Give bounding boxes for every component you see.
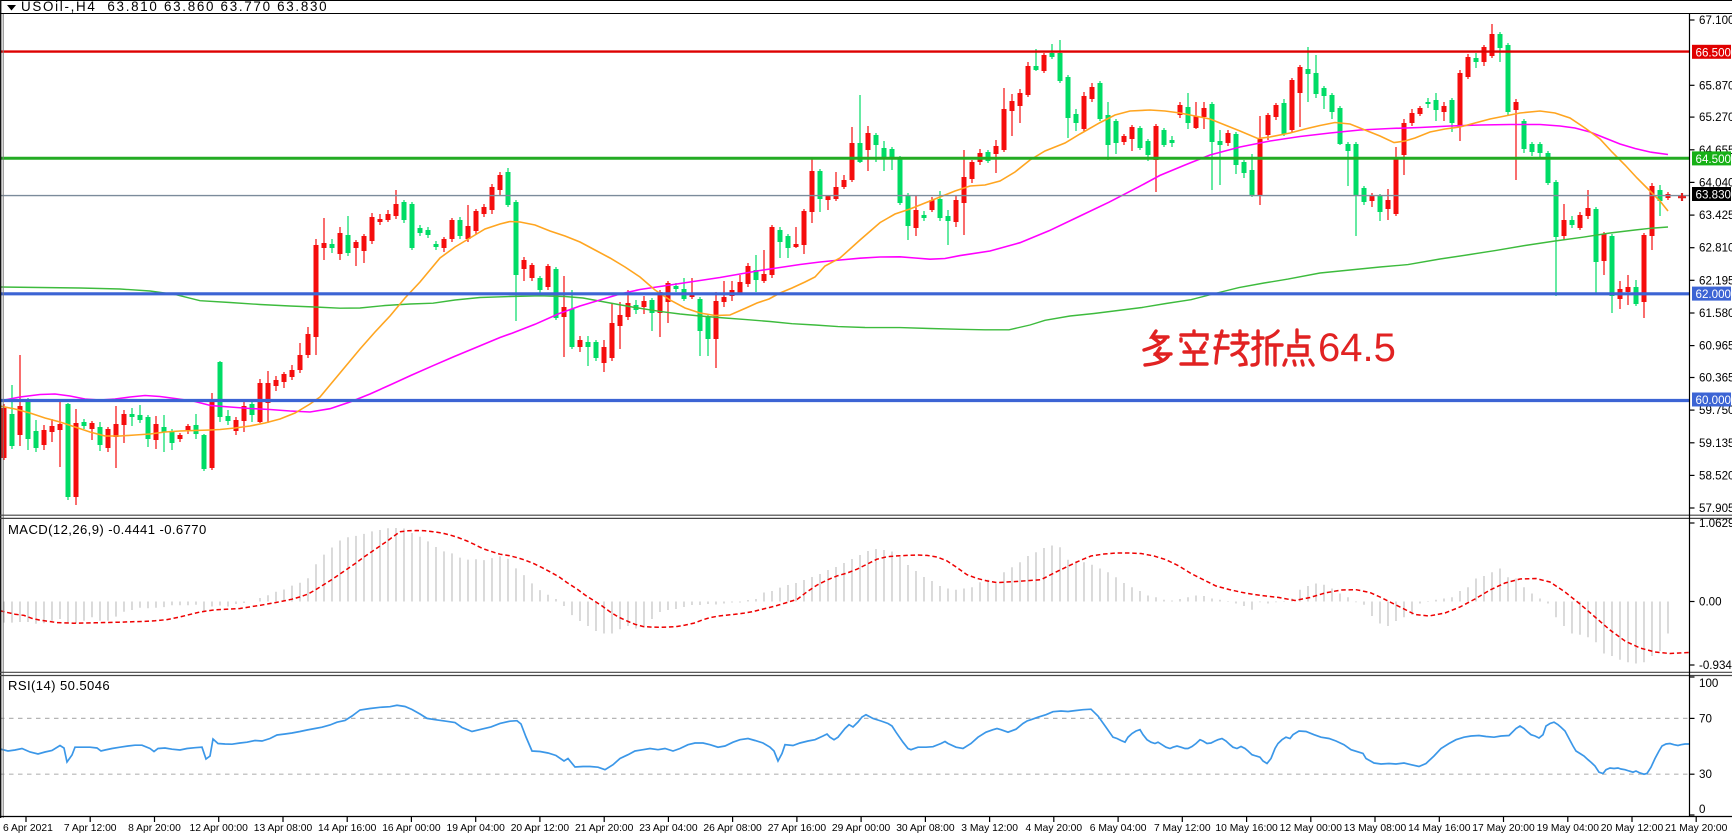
svg-text:57.905: 57.905 [1699, 502, 1732, 515]
svg-text:7 May 12:00: 7 May 12:00 [1154, 823, 1211, 834]
svg-text:58.520: 58.520 [1699, 469, 1732, 482]
svg-text:65.870: 65.870 [1699, 79, 1732, 92]
svg-text:62.810: 62.810 [1699, 242, 1732, 255]
svg-text:60.365: 60.365 [1699, 372, 1732, 385]
svg-text:-0.9347: -0.9347 [1699, 659, 1732, 672]
svg-text:8 Apr 20:00: 8 Apr 20:00 [128, 823, 181, 834]
svg-text:13 Apr 08:00: 13 Apr 08:00 [254, 823, 313, 834]
svg-text:63.830: 63.830 [1696, 189, 1731, 202]
svg-text:100: 100 [1699, 677, 1718, 690]
svg-text:3 May 12:00: 3 May 12:00 [961, 823, 1018, 834]
svg-text:62.195: 62.195 [1699, 274, 1732, 287]
svg-text:20 May 12:00: 20 May 12:00 [1601, 823, 1664, 834]
svg-text:6 May 04:00: 6 May 04:00 [1090, 823, 1147, 834]
svg-text:1.0629: 1.0629 [1699, 517, 1732, 530]
svg-text:64.040: 64.040 [1699, 176, 1732, 189]
svg-text:67.100: 67.100 [1699, 14, 1732, 27]
svg-text:14 May 16:00: 14 May 16:00 [1408, 823, 1471, 834]
svg-text:RSI(14) 50.5046: RSI(14) 50.5046 [8, 678, 110, 693]
svg-text:10 May 16:00: 10 May 16:00 [1215, 823, 1278, 834]
svg-text:0: 0 [1699, 803, 1705, 816]
svg-text:59.135: 59.135 [1699, 437, 1732, 450]
svg-text:65.270: 65.270 [1699, 111, 1732, 124]
svg-text:30 Apr 08:00: 30 Apr 08:00 [896, 823, 955, 834]
svg-text:MACD(12,26,9) -0.4441 -0.6770: MACD(12,26,9) -0.4441 -0.6770 [8, 522, 207, 537]
svg-text:19 Apr 04:00: 19 Apr 04:00 [446, 823, 505, 834]
svg-text:62.000: 62.000 [1696, 288, 1731, 301]
svg-text:17 May 20:00: 17 May 20:00 [1472, 823, 1535, 834]
svg-text:4 May 20:00: 4 May 20:00 [1025, 823, 1082, 834]
svg-text:64.500: 64.500 [1696, 153, 1731, 166]
svg-text:USOil-,H4 63.810 63.860 63.77: USOil-,H4 63.810 63.860 63.770 63.830 [21, 0, 328, 14]
svg-text:61.580: 61.580 [1699, 307, 1732, 320]
svg-text:12 Apr 00:00: 12 Apr 00:00 [189, 823, 248, 834]
svg-text:60.965: 60.965 [1699, 340, 1732, 353]
svg-text:13 May 08:00: 13 May 08:00 [1344, 823, 1407, 834]
svg-text:20 Apr 12:00: 20 Apr 12:00 [511, 823, 570, 834]
svg-text:64.5: 64.5 [1318, 326, 1396, 370]
svg-text:21 Apr 20:00: 21 Apr 20:00 [575, 823, 634, 834]
svg-text:14 Apr 16:00: 14 Apr 16:00 [318, 823, 377, 834]
svg-text:60.000: 60.000 [1696, 394, 1731, 407]
svg-text:29 Apr 00:00: 29 Apr 00:00 [832, 823, 891, 834]
svg-text:59.750: 59.750 [1699, 404, 1732, 417]
svg-text:70: 70 [1699, 712, 1712, 725]
svg-text:21 May 20:00: 21 May 20:00 [1665, 823, 1728, 834]
svg-text:6 Apr 2021: 6 Apr 2021 [3, 823, 53, 834]
svg-text:12 May 00:00: 12 May 00:00 [1280, 823, 1343, 834]
svg-text:7 Apr 12:00: 7 Apr 12:00 [64, 823, 117, 834]
svg-text:16 Apr 00:00: 16 Apr 00:00 [382, 823, 441, 834]
svg-text:27 Apr 16:00: 27 Apr 16:00 [768, 823, 827, 834]
svg-text:63.425: 63.425 [1699, 209, 1732, 222]
svg-text:19 May 04:00: 19 May 04:00 [1537, 823, 1600, 834]
svg-text:30: 30 [1699, 768, 1712, 781]
svg-text:66.500: 66.500 [1696, 46, 1731, 59]
svg-text:23 Apr 04:00: 23 Apr 04:00 [639, 823, 698, 834]
svg-text:26 Apr 08:00: 26 Apr 08:00 [703, 823, 762, 834]
svg-text:0.00: 0.00 [1699, 596, 1722, 609]
